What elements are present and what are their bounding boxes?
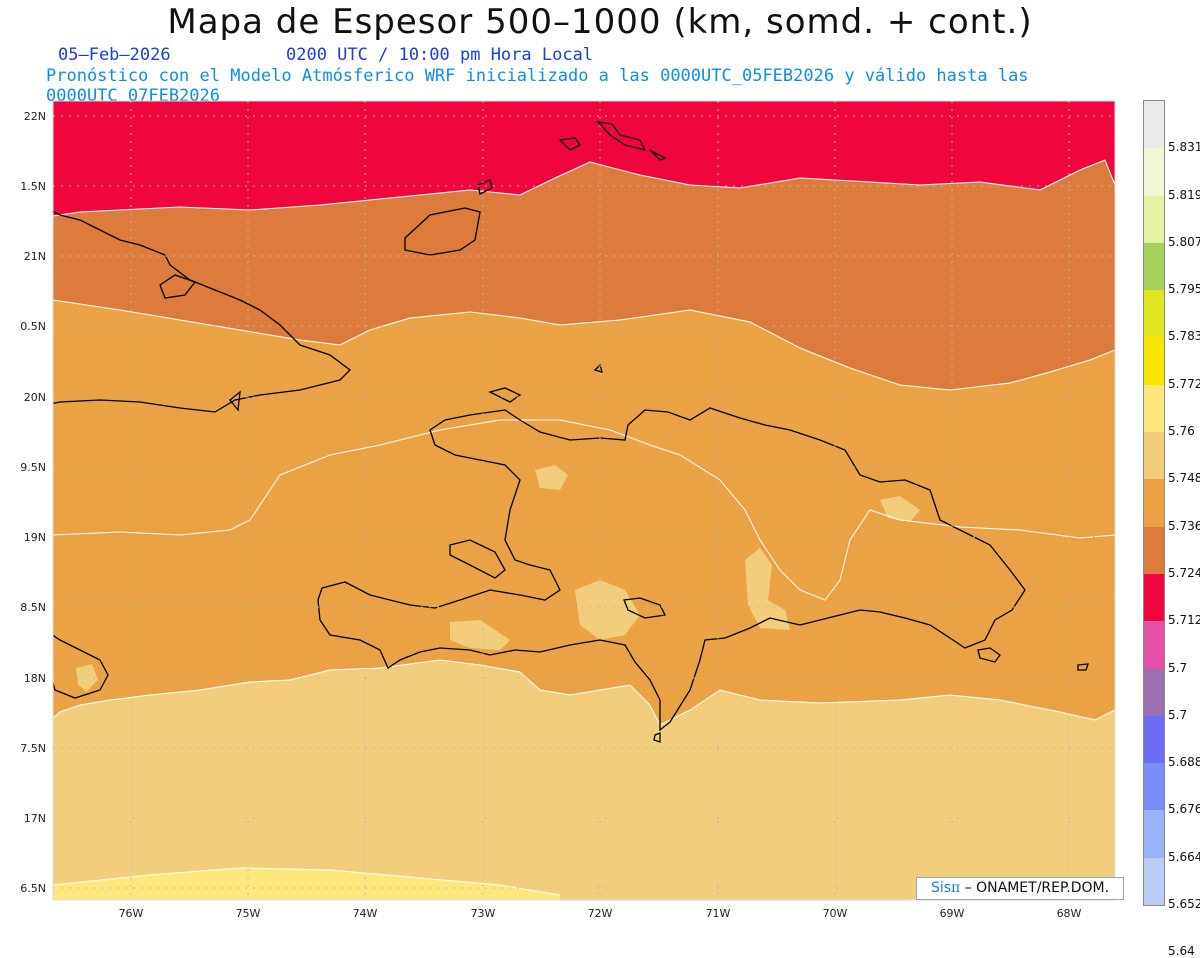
- colorbar-segment: [1144, 101, 1164, 149]
- colorbar-label: 5.7: [1168, 707, 1188, 722]
- colorbar-label: 5.831: [1168, 140, 1200, 155]
- band-5712-red: [53, 101, 1115, 216]
- colorbar-label: 5.676: [1168, 802, 1200, 817]
- colorbar-segment: [1144, 857, 1164, 906]
- warm-spot: [880, 496, 920, 522]
- colorbar-segment: [1144, 195, 1164, 244]
- lat-label: 6.5N: [20, 882, 46, 895]
- credit-text: – ONAMET/REP.DOM.: [960, 880, 1110, 896]
- credit-pi: π: [951, 880, 961, 896]
- colorbar-label: 5.783: [1168, 329, 1200, 344]
- colorbar-label: 5.688: [1168, 755, 1200, 770]
- warm-spot: [535, 465, 568, 490]
- lat-label: 7.5N: [20, 742, 46, 755]
- cuba-coast: [53, 210, 351, 413]
- map-title: Mapa de Espesor 500–1000 (km, somd. + co…: [167, 2, 1033, 42]
- colorbar-label: 5.736: [1168, 518, 1200, 533]
- colorbar-label: 5.76: [1168, 424, 1195, 439]
- lon-label: 74W: [353, 907, 378, 920]
- lon-label: 75W: [236, 907, 261, 920]
- colorbar-segment: [1144, 573, 1164, 622]
- colorbar-segment: [1144, 384, 1164, 433]
- forecast-time: 0200 UTC / 10:00 pm Hora Local: [286, 45, 594, 65]
- colorbar-label: 5.712: [1168, 613, 1200, 628]
- tortuga-island: [488, 387, 522, 403]
- colorbar-segment: [1144, 526, 1164, 575]
- lon-label: 68W: [1057, 907, 1082, 920]
- lat-label: 20N: [24, 391, 46, 404]
- lat-label: 0.5N: [20, 320, 46, 333]
- colorbar-label: 5.7: [1168, 660, 1188, 675]
- colorbar-segment: [1144, 621, 1164, 670]
- lat-label: 9.5N: [20, 461, 46, 474]
- forecast-date: 05–Feb–2026: [58, 45, 171, 65]
- colorbar-segment: [1144, 668, 1164, 717]
- colorbar-label: 5.772: [1168, 376, 1200, 391]
- lon-label: 72W: [588, 907, 613, 920]
- lat-label: 22N: [24, 110, 46, 123]
- band-5760: [53, 868, 560, 900]
- lat-labels: 22N 1.5N 21N 0.5N 20N 9.5N 19N 8.5N 18N …: [20, 110, 46, 895]
- colorbar-segment: [1144, 479, 1164, 528]
- contour-lines: [53, 159, 1115, 896]
- colorbar-label: 5.748: [1168, 471, 1200, 486]
- warm-spot: [745, 548, 790, 630]
- colorbar-segment: [1144, 148, 1164, 197]
- colorbar-segment: [1144, 337, 1164, 386]
- colorbar-label: 5.64: [1168, 944, 1195, 958]
- colorbar-segment: [1144, 715, 1164, 764]
- lat-label: 21N: [24, 250, 46, 263]
- colorbar-segment: [1144, 290, 1164, 338]
- warm-spot: [575, 580, 640, 640]
- colorbar-label: 5.795: [1168, 282, 1200, 297]
- colorbar-label: 5.724: [1168, 565, 1200, 580]
- colorbar-label: 5.664: [1168, 849, 1200, 864]
- map-frame: [52, 100, 1116, 901]
- lat-label: 18N: [24, 672, 46, 685]
- lon-label: 76W: [119, 907, 144, 920]
- colorbar-label: 5.807: [1168, 234, 1200, 249]
- thickness-map: 22N 1.5N 21N 0.5N 20N 9.5N 19N 8.5N 18N …: [20, 100, 1116, 920]
- credit-box: Sisπ – ONAMET/REP.DOM.: [916, 877, 1124, 900]
- coastlines: [53, 121, 1089, 743]
- lat-label: 1.5N: [20, 180, 46, 193]
- colorbar: [1143, 100, 1165, 906]
- band-5724-upper: [53, 300, 1115, 600]
- colorbar-segment: [1144, 432, 1164, 480]
- lon-label: 73W: [471, 907, 496, 920]
- lat-label: 17N: [24, 812, 46, 825]
- colorbar-segment: [1144, 810, 1164, 859]
- inagua-island: [404, 207, 481, 256]
- credit-brand: Sis: [930, 880, 952, 896]
- lon-label: 71W: [706, 907, 731, 920]
- lon-label: 70W: [823, 907, 848, 920]
- warm-spot: [450, 620, 510, 650]
- saona-island: [977, 647, 1001, 663]
- colorbar-segment: [1144, 242, 1164, 291]
- hispaniola-coast: [317, 407, 1026, 732]
- lon-label: 69W: [940, 907, 965, 920]
- lat-label: 19N: [24, 531, 46, 544]
- colorbar-label: 5.819: [1168, 187, 1200, 202]
- lat-label: 8.5N: [20, 601, 46, 614]
- graticule: [53, 101, 1115, 900]
- colorbar-label: 5.652: [1168, 897, 1200, 911]
- gonave-island: [449, 539, 506, 579]
- jamaica-coast: [53, 634, 109, 699]
- lon-labels: 76W 75W 74W 73W 72W 71W 70W 69W 68W: [119, 907, 1082, 920]
- colorbar-segment: [1144, 763, 1164, 811]
